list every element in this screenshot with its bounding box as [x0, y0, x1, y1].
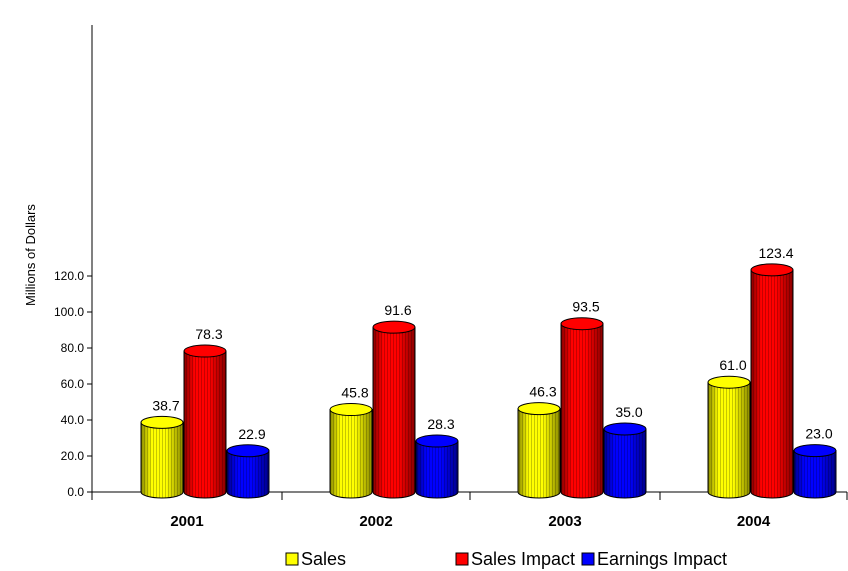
bar-sales-impact-2003	[560, 317, 604, 499]
data-label: 45.8	[341, 385, 368, 401]
data-label: 123.4	[758, 245, 793, 261]
x-category-label: 2002	[359, 513, 392, 530]
legend-swatch	[285, 552, 299, 566]
bar-earnings-impact-2003	[603, 422, 647, 499]
y-tick-label: 100.0	[54, 305, 84, 319]
x-category-label: 2003	[548, 513, 581, 530]
legend-label: Sales Impact	[471, 549, 575, 569]
legend-label: Earnings Impact	[597, 549, 727, 569]
bar-sales-2004	[707, 375, 751, 499]
y-tick-label: 80.0	[61, 341, 85, 355]
y-axis-title: Millions of Dollars	[23, 204, 38, 306]
bar-earnings-impact-2001	[226, 444, 270, 499]
bar-sales-impact-2001	[183, 344, 227, 499]
legend-item-sales: Sales	[285, 549, 346, 569]
bar-sales-impact-2004	[750, 263, 794, 499]
data-label: 93.5	[572, 299, 599, 315]
data-label: 28.3	[427, 416, 454, 432]
bar-earnings-impact-2004	[793, 444, 837, 499]
y-tick-label: 0.0	[67, 485, 84, 499]
bar-sales-2002	[329, 403, 373, 499]
legend: Sales Sales Impact Earnings Impact	[285, 549, 727, 569]
bar-sales-impact-2002	[372, 320, 416, 499]
data-label: 38.7	[152, 397, 179, 413]
legend-swatch	[581, 552, 595, 566]
bar-earnings-impact-2002	[415, 434, 459, 499]
data-label: 61.0	[719, 357, 746, 373]
legend-item-sales-impact: Sales Impact	[455, 549, 575, 569]
data-label: 78.3	[195, 326, 222, 342]
y-tick-label: 60.0	[61, 377, 85, 391]
y-tick-label: 20.0	[61, 449, 85, 463]
x-category-label: 2001	[170, 513, 203, 530]
y-tick-label: 40.0	[61, 413, 85, 427]
legend-swatch	[455, 552, 469, 566]
bar-sales-2001	[140, 415, 184, 499]
legend-item-earnings-impact: Earnings Impact	[581, 549, 727, 569]
data-label: 23.0	[805, 426, 832, 442]
data-label: 35.0	[615, 404, 642, 420]
y-tick-label: 120.0	[54, 269, 84, 283]
data-label: 91.6	[384, 302, 411, 318]
data-label: 22.9	[238, 426, 265, 442]
legend-label: Sales	[301, 549, 346, 569]
data-label: 46.3	[529, 384, 556, 400]
axes: 0.0 20.0 40.0 60.0 80.0 100.0 120.0 2001 2002 200…	[54, 25, 848, 530]
bar-sales-2003	[517, 402, 561, 499]
x-category-label: 2004	[737, 513, 771, 530]
data-labels: 38.7 78.3 22.9 45.8 91.6 28.3 46.3 93.5 35.0 61.0…	[152, 245, 832, 442]
bars	[140, 263, 837, 499]
